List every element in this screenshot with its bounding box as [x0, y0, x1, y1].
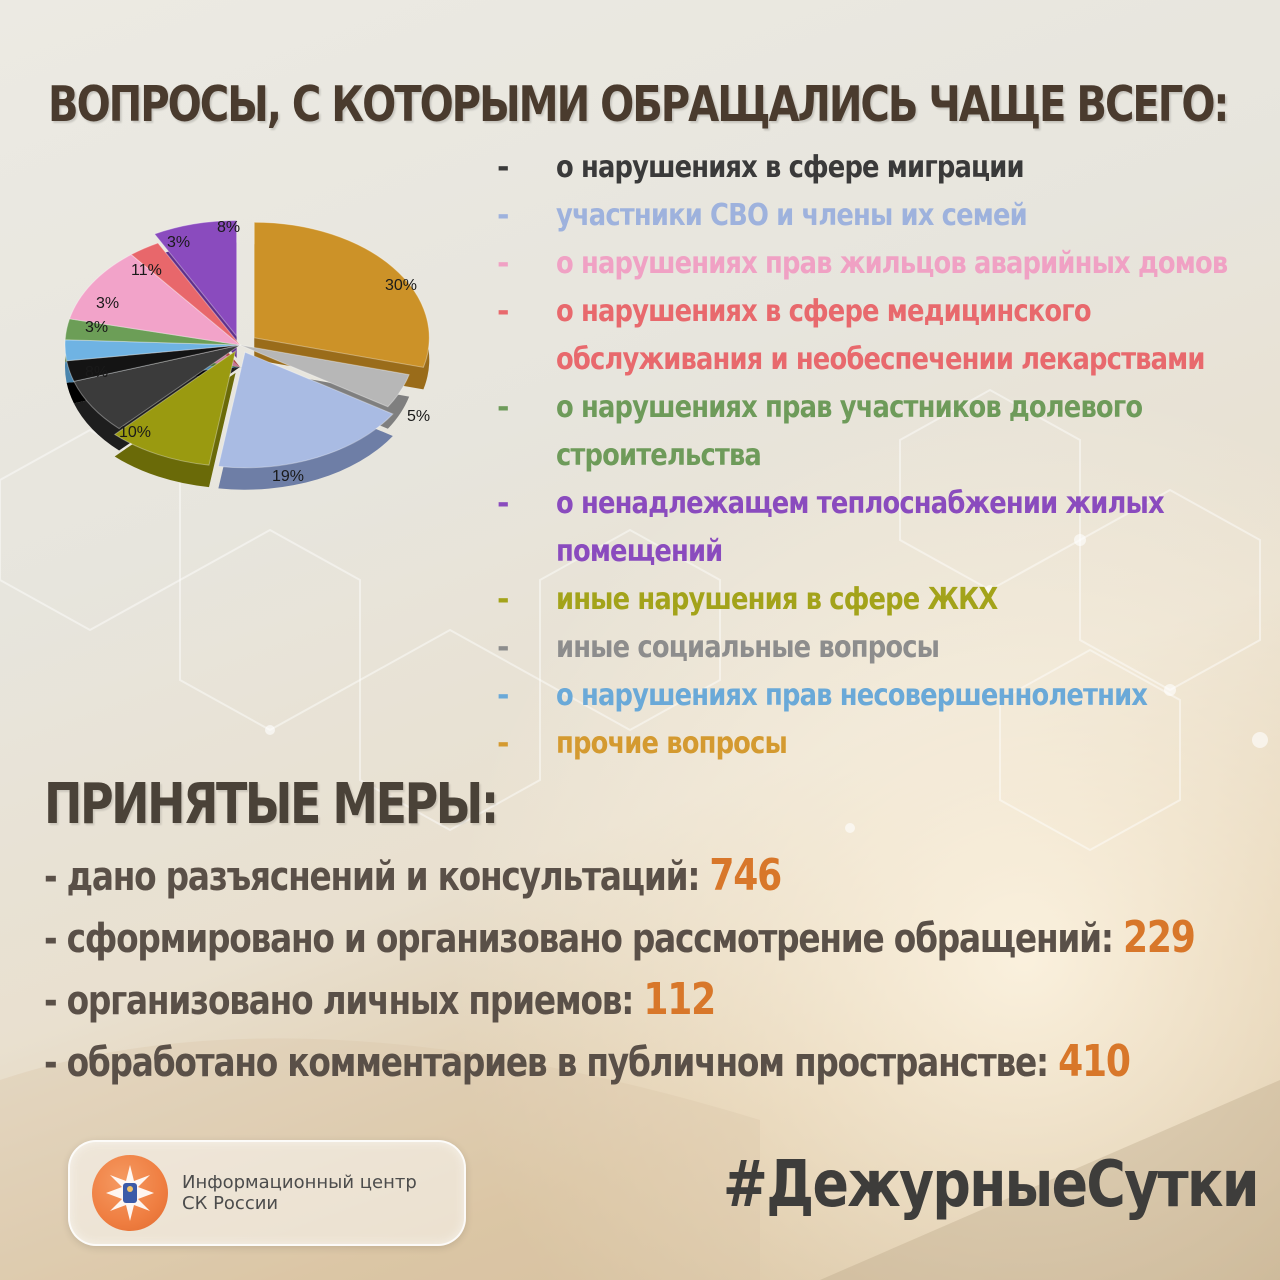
- legend-dash: -: [497, 198, 509, 233]
- legend-label: иные социальные вопросы: [556, 630, 940, 665]
- emblem-logo: [92, 1155, 168, 1231]
- org-name-line: СК России: [182, 1193, 279, 1214]
- legend-dash: -: [497, 246, 509, 281]
- legend-label: о нарушениях в сфере миграции: [556, 150, 1025, 185]
- pie-slice-label: 8%: [85, 364, 108, 381]
- page-title: ВОПРОСЫ, С КОТОРЫМИ ОБРАЩАЛИСЬ ЧАЩЕ ВСЕГ…: [48, 76, 1230, 133]
- pie-slice: [130, 242, 241, 346]
- legend-dash: -: [497, 390, 509, 425]
- measure-label: - сформировано и организовано рассмотрен…: [44, 916, 1123, 962]
- org-name-line: Информационный центр: [182, 1172, 417, 1193]
- legend-label: о нарушениях прав жильцов аварийных домо…: [556, 246, 1228, 281]
- pie-slice: [217, 351, 394, 469]
- pie-slice-label: 5%: [407, 408, 430, 425]
- measure-label: - дано разъяснений и консультаций:: [44, 854, 710, 900]
- measure-item: - обработано комментариев в публичном пр…: [44, 1036, 1131, 1096]
- measure-value: 746: [709, 850, 782, 901]
- pie-slice-label: 3%: [96, 295, 119, 312]
- pie-slice-label: 30%: [385, 277, 417, 294]
- measure-value: 229: [1122, 912, 1196, 963]
- legend-item: - о ненадлежащем теплоснабжении жилых: [0, 486, 1280, 532]
- hashtag: #ДежурныеСутки: [723, 1148, 1260, 1222]
- legend-item: строительства: [0, 438, 1280, 484]
- pie-slice-label: 19%: [272, 468, 304, 485]
- legend-item: - о нарушениях прав жильцов аварийных дом…: [0, 246, 1280, 292]
- legend-label: помещений: [556, 534, 723, 569]
- org-name: Информационный центр СК России: [182, 1172, 417, 1214]
- measure-item: - сформировано и организовано рассмотрен…: [44, 912, 1196, 972]
- legend-item: - прочие вопросы: [0, 726, 1280, 772]
- legend-label: строительства: [556, 438, 762, 473]
- legend-item: - о нарушениях прав участников долевого: [0, 390, 1280, 436]
- pie-slice: [68, 253, 242, 346]
- legend-dash: -: [497, 150, 509, 185]
- measures-title: ПРИНЯТЫЕ МЕРЫ:: [44, 772, 499, 837]
- legend-label: прочие вопросы: [556, 726, 788, 761]
- measure-label: - организовано личных приемов:: [44, 978, 644, 1024]
- legend-dash: -: [497, 678, 509, 713]
- legend-item: - о нарушениях прав несовершеннолетних: [0, 678, 1280, 724]
- legend-item: - иные нарушения в сфере ЖКХ: [0, 582, 1280, 628]
- legend-label: о ненадлежащем теплоснабжении жилых: [556, 486, 1165, 521]
- pie-slice: [64, 318, 241, 346]
- measure-label: - обработано комментариев в публичном пр…: [44, 1040, 1059, 1086]
- legend-label: иные нарушения в сфере ЖКХ: [556, 582, 998, 617]
- measure-item: - дано разъяснений и консультаций: 746: [44, 850, 782, 910]
- pie-chart: 30% 5% 19% 10% 8% 3% 3% 11% 3% 8%: [64, 219, 430, 490]
- legend-item: - о нарушениях в сфере миграции: [0, 150, 1280, 196]
- legend-item: - участники СВО и члены их семей: [0, 198, 1280, 244]
- legend-dash: -: [497, 486, 509, 521]
- legend-label: участники СВО и члены их семей: [556, 198, 1028, 233]
- pie-slice: [64, 339, 241, 362]
- legend-dash: -: [497, 726, 509, 761]
- pie-slice: [153, 220, 238, 338]
- legend-dash: -: [497, 630, 509, 665]
- pie-slice: [73, 344, 241, 430]
- pie-slice-label: 11%: [131, 262, 162, 279]
- org-badge: Информационный центр СК России: [68, 1140, 466, 1246]
- legend-label: обслуживания и необеспечении лекарствами: [556, 342, 1206, 377]
- pie-slice-label: 10%: [119, 424, 151, 441]
- pie-slice: [113, 349, 237, 466]
- pie-slice-label: 3%: [85, 319, 108, 336]
- legend-item: - о нарушениях в сфере медицинского: [0, 294, 1280, 340]
- pie-slice: [66, 344, 241, 382]
- legend-label: о нарушениях прав несовершеннолетних: [556, 678, 1148, 713]
- legend-item: - иные социальные вопросы: [0, 630, 1280, 676]
- legend-item: помещений: [0, 534, 1280, 580]
- pie-slice-label: 3%: [167, 234, 190, 251]
- legend-item: обслуживания и необеспечении лекарствами: [0, 342, 1280, 388]
- pie-slice: [253, 221, 430, 368]
- measure-value: 410: [1058, 1036, 1131, 1087]
- measure-item: - организовано личных приемов: 112: [44, 974, 716, 1034]
- legend-label: о нарушениях прав участников долевого: [556, 390, 1143, 425]
- legend-label: о нарушениях в сфере медицинского: [556, 294, 1092, 329]
- pie-slice-label: 8%: [217, 219, 240, 236]
- pie-slice: [239, 344, 410, 408]
- legend-dash: -: [497, 294, 509, 329]
- measure-value: 112: [643, 974, 716, 1025]
- legend-dash: -: [497, 582, 509, 617]
